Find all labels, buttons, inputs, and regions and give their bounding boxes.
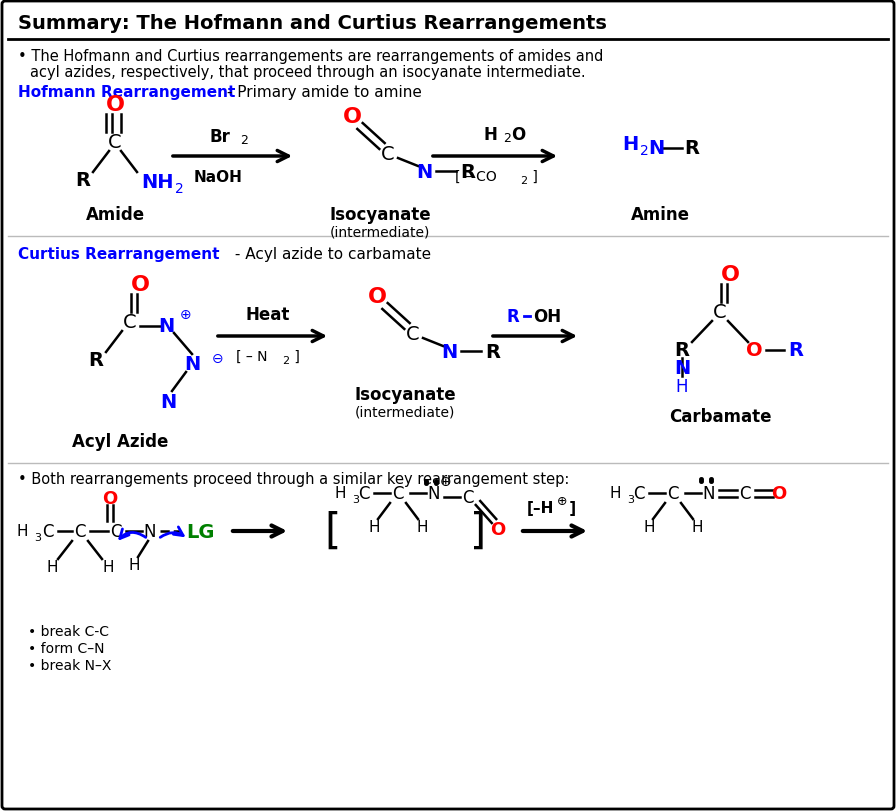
Text: H: H	[483, 126, 497, 144]
Text: O: O	[720, 264, 739, 285]
Text: Isocyanate: Isocyanate	[354, 385, 456, 404]
Text: • The Hofmann and Curtius rearrangements are rearrangements of amides and: • The Hofmann and Curtius rearrangements…	[18, 49, 603, 63]
Text: • break N–X: • break N–X	[28, 659, 111, 672]
Text: O: O	[106, 95, 125, 115]
Text: R: R	[675, 341, 690, 360]
Text: Amide: Amide	[85, 206, 144, 224]
Text: 3: 3	[627, 495, 634, 504]
Text: ⊕: ⊕	[180, 307, 192, 322]
Text: H: H	[128, 558, 140, 573]
Text: H: H	[16, 524, 28, 539]
Text: H: H	[334, 486, 346, 501]
Text: ⊕: ⊕	[557, 495, 567, 508]
Text: ⊖: ⊖	[212, 351, 224, 366]
Text: C: C	[668, 484, 679, 502]
Text: C: C	[74, 522, 86, 540]
Text: R: R	[75, 171, 90, 191]
Text: O: O	[771, 484, 787, 502]
Text: R: R	[485, 342, 500, 361]
Text: C: C	[108, 132, 122, 152]
Text: 2: 2	[282, 355, 289, 366]
Text: C: C	[462, 488, 474, 506]
Text: H: H	[622, 135, 638, 154]
Text: O: O	[367, 286, 386, 307]
Text: C: C	[406, 325, 420, 344]
Text: H: H	[102, 560, 114, 575]
Text: 2: 2	[520, 176, 527, 186]
Text: NH: NH	[141, 174, 174, 192]
Text: N: N	[416, 162, 432, 182]
Text: [ – N: [ – N	[237, 350, 268, 363]
Text: O: O	[131, 275, 150, 294]
Text: C: C	[381, 145, 395, 165]
Text: ]: ]	[564, 500, 576, 515]
Text: H: H	[643, 519, 655, 534]
Text: 3: 3	[352, 495, 359, 504]
Text: N: N	[702, 484, 715, 502]
Text: H: H	[676, 378, 688, 396]
Text: Summary: The Hofmann and Curtius Rearrangements: Summary: The Hofmann and Curtius Rearran…	[18, 14, 607, 32]
Text: H: H	[368, 519, 380, 534]
Text: [–H: [–H	[527, 500, 555, 515]
Text: (intermediate): (intermediate)	[330, 225, 430, 238]
Text: • break C-C: • break C-C	[28, 624, 109, 638]
Text: C: C	[713, 303, 727, 321]
Text: ]: ]	[470, 510, 487, 552]
Text: C: C	[633, 484, 645, 502]
Text: C: C	[739, 484, 751, 502]
Text: Br: Br	[210, 128, 230, 146]
Text: O: O	[102, 489, 117, 508]
Text: 2: 2	[240, 135, 248, 148]
Text: [: [	[323, 510, 340, 552]
Text: 2: 2	[640, 144, 649, 158]
Text: H: H	[417, 519, 427, 534]
Text: C: C	[358, 484, 370, 502]
Text: NaOH: NaOH	[194, 169, 243, 184]
Text: - Primary amide to amine: - Primary amide to amine	[222, 84, 422, 100]
Text: • Both rearrangements proceed through a similar key rearrangement step:: • Both rearrangements proceed through a …	[18, 472, 569, 487]
Text: O: O	[745, 341, 762, 360]
Text: ]: ]	[290, 350, 300, 363]
Text: N: N	[648, 139, 664, 158]
Text: (intermediate): (intermediate)	[355, 405, 455, 418]
Text: R: R	[506, 307, 520, 325]
Text: R: R	[788, 341, 803, 360]
Text: Acyl Azide: Acyl Azide	[72, 432, 168, 450]
Text: R: R	[684, 139, 699, 158]
Text: N: N	[158, 317, 174, 336]
Text: R: R	[89, 351, 104, 370]
Text: Hofmann Rearrangement: Hofmann Rearrangement	[18, 84, 236, 100]
Text: 2: 2	[503, 132, 511, 145]
Text: ]: ]	[528, 169, 538, 184]
Text: Amine: Amine	[631, 206, 690, 224]
Text: C: C	[110, 522, 122, 540]
Text: Carbamate: Carbamate	[668, 407, 771, 426]
Text: R: R	[460, 162, 475, 182]
Text: N: N	[159, 393, 177, 412]
Text: N: N	[184, 355, 200, 374]
Text: N: N	[441, 342, 457, 361]
Text: C: C	[123, 312, 137, 331]
Text: Curtius Rearrangement: Curtius Rearrangement	[18, 247, 220, 261]
Text: H: H	[47, 560, 57, 575]
Text: O: O	[342, 107, 361, 127]
Text: H: H	[691, 519, 702, 534]
Text: - Acyl azide to carbamate: - Acyl azide to carbamate	[230, 247, 431, 261]
Text: 3: 3	[34, 532, 41, 543]
Text: C: C	[42, 522, 54, 540]
Text: O: O	[490, 521, 505, 539]
Text: • form C–N: • form C–N	[28, 642, 105, 655]
Text: OH: OH	[533, 307, 561, 325]
Text: Heat: Heat	[246, 306, 290, 324]
Text: acyl azides, respectively, that proceed through an isocyanate intermediate.: acyl azides, respectively, that proceed …	[30, 66, 586, 80]
Text: H: H	[609, 486, 621, 501]
Text: [ – CO: [ – CO	[455, 169, 497, 184]
Text: Isocyanate: Isocyanate	[329, 206, 431, 224]
Text: LG: LG	[186, 521, 214, 541]
Text: C: C	[392, 484, 404, 502]
Text: 2: 2	[175, 182, 184, 195]
Text: N: N	[427, 484, 440, 502]
Text: N: N	[143, 522, 156, 540]
Text: O: O	[511, 126, 525, 144]
